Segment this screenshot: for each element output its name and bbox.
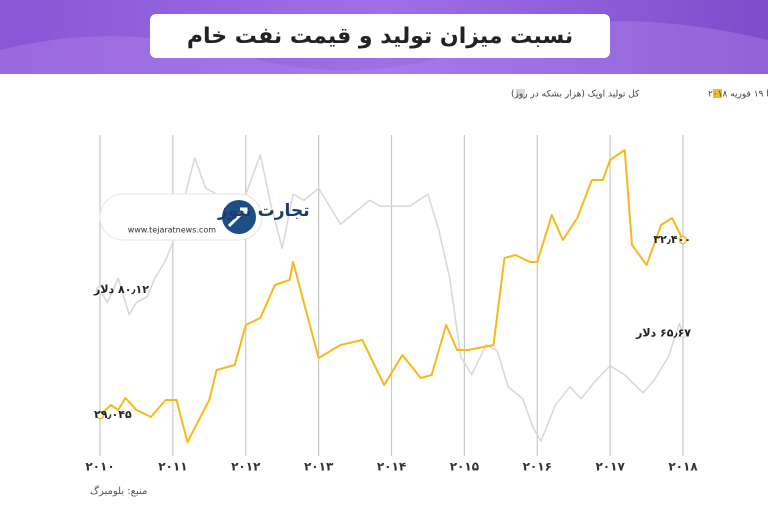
logo-arrow: [227, 207, 248, 228]
endpoint-label: ۸۰٫۱۲ دلار: [93, 283, 149, 296]
x-tick-label: ۲۰۱۵: [450, 460, 479, 474]
x-tick-label: ۲۰۱۸: [668, 460, 698, 474]
source: منبع: بلومبرگ: [90, 484, 147, 497]
x-tick-label: ۲۰۱۱: [158, 460, 187, 474]
logo-box: [99, 193, 263, 241]
endpoint-label: ۲۹٫۰۴۵: [94, 408, 132, 421]
x-tick-label: ۲۰۱۶: [523, 460, 552, 474]
title-box: [150, 14, 610, 58]
endpoint-marker: [678, 235, 688, 245]
legend-swatch: [516, 89, 525, 98]
endpoint-marker: [95, 410, 105, 420]
logo: تجارت نیوز www.tejaratnews.com: [99, 193, 310, 241]
x-tick-label: ۲۰۱۴: [377, 460, 406, 474]
legend-label: کل تولید اوپک (هزار بشکه در روز): [511, 90, 640, 100]
x-tick-label: ۲۰۱۲: [231, 460, 261, 474]
legend-label: قیمت نفت خام برنت تا ۱۹ فوریه ۲۰۱۸: [708, 90, 768, 100]
endpoint-label: ۶۵٫۶۷ دلار: [635, 327, 691, 340]
series-line: [99, 149, 684, 443]
logo-name: تجارت نیوز: [217, 201, 310, 221]
x-tick-label: ۲۰۱۳: [304, 460, 334, 474]
x-tick-label: ۲۰۱۰: [85, 460, 114, 474]
legend-swatch: [713, 89, 722, 98]
endpoint-marker: [678, 329, 688, 338]
chart-title: نسبت میزان تولید و قیمت نفت خام: [187, 24, 573, 49]
logo-url: www.tejaratnews.com: [128, 226, 216, 235]
x-tick-label: ۲۰۱۷: [595, 460, 625, 474]
endpoint-marker: [95, 285, 105, 295]
endpoint-label: ۳۲٫۴۰۰: [653, 233, 691, 246]
